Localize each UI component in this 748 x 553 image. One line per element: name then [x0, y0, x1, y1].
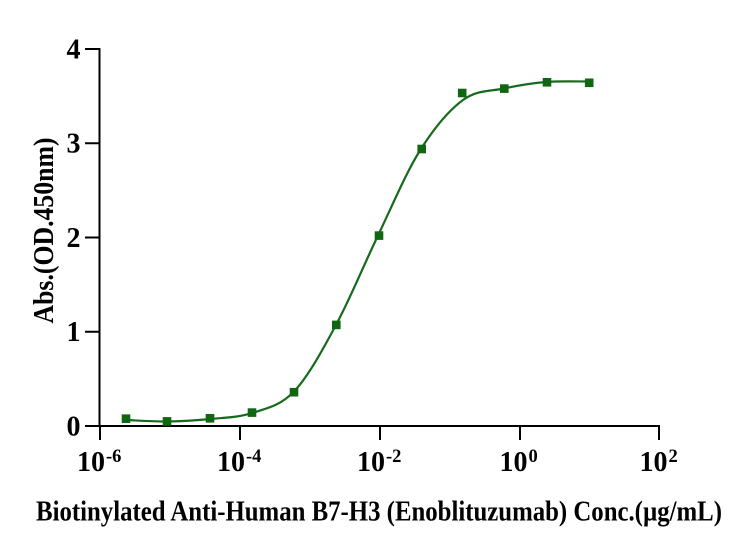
svg-text:10-4: 10-4 [217, 447, 261, 478]
svg-text:102: 102 [640, 447, 678, 478]
svg-text:10-6: 10-6 [77, 447, 121, 478]
svg-text:0: 0 [67, 411, 81, 442]
svg-text:2: 2 [67, 223, 81, 254]
svg-text:4: 4 [67, 34, 81, 65]
svg-text:3: 3 [67, 129, 81, 160]
svg-text:Biotinylated Anti-Human B7-H3: Biotinylated Anti-Human B7-H3 (Enoblituz… [36, 495, 722, 527]
svg-text:Abs.(OD.450nm): Abs.(OD.450nm) [28, 138, 59, 324]
svg-text:1: 1 [67, 317, 81, 348]
svg-text:10-2: 10-2 [357, 447, 401, 478]
svg-text:100: 100 [500, 447, 538, 478]
